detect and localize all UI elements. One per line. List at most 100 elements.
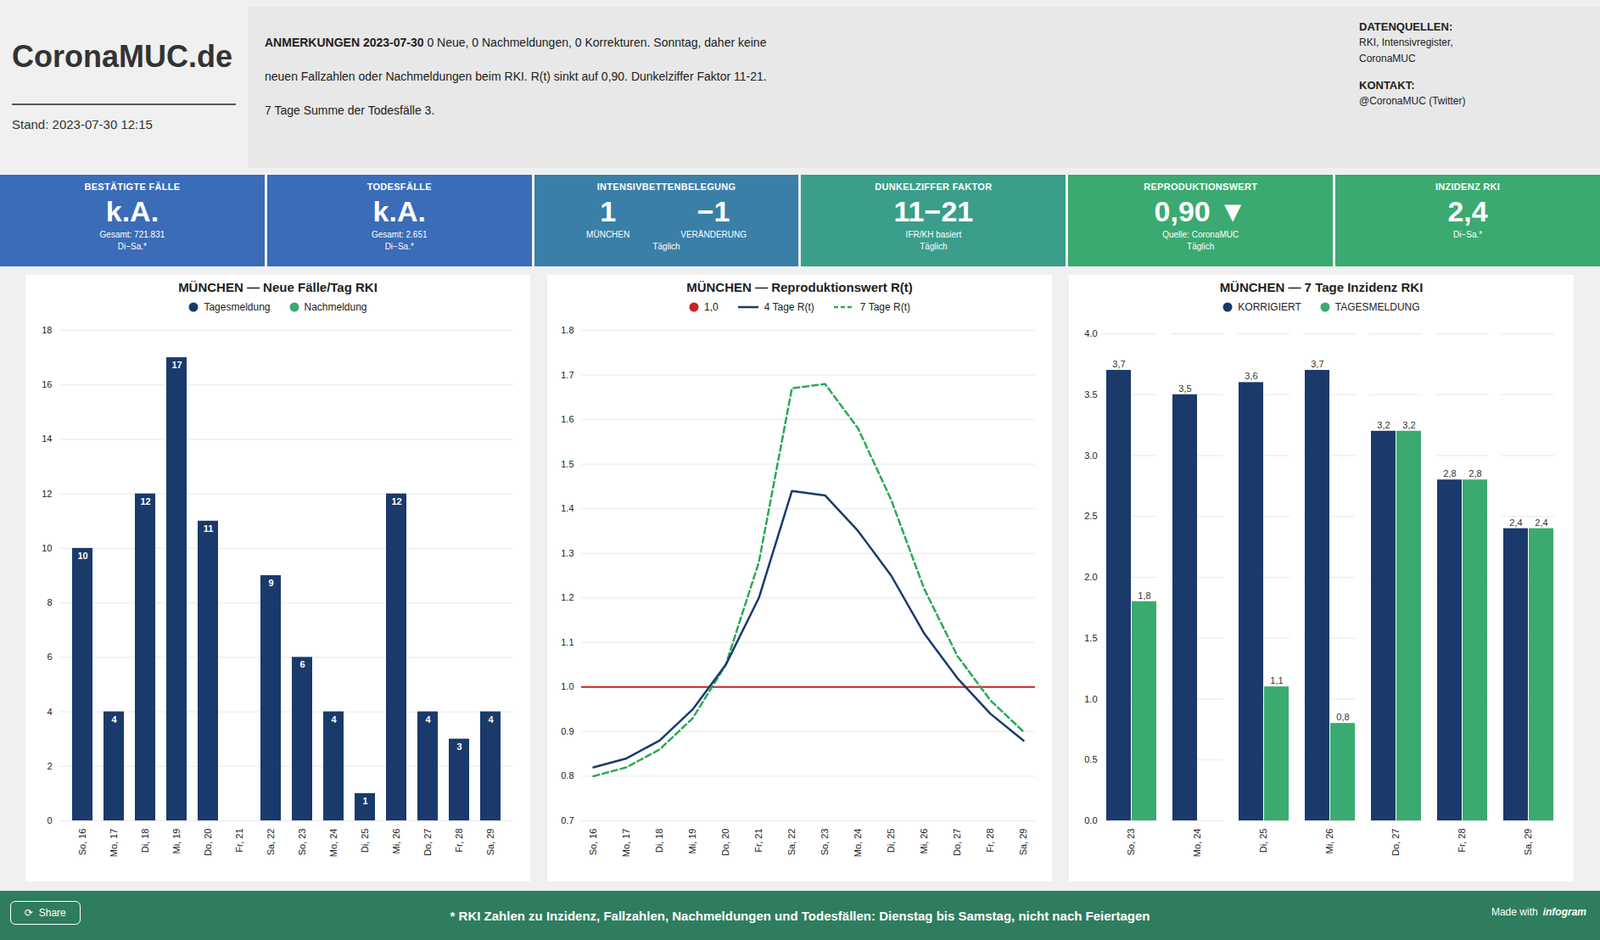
- svg-text:2,8: 2,8: [1468, 468, 1482, 479]
- svg-text:1.0: 1.0: [560, 681, 574, 692]
- svg-text:1.0: 1.0: [1084, 693, 1097, 705]
- html-text:2,4: 2,4: [1447, 195, 1488, 228]
- svg-text:Fr, 21: Fr, 21: [234, 828, 245, 853]
- html-text:k.A.: k.A.: [105, 195, 159, 228]
- svg-text:Mi, 26: Mi, 26: [918, 828, 929, 855]
- svg-text:Di, 18: Di, 18: [654, 828, 665, 854]
- svg-text:Sa, 29: Sa, 29: [1522, 828, 1533, 856]
- svg-text:Sa, 22: Sa, 22: [786, 828, 797, 856]
- svg-text:1.5: 1.5: [1084, 632, 1097, 644]
- svg-text:3.0: 3.0: [1084, 450, 1097, 461]
- svg-text:Mo, 24: Mo, 24: [1191, 828, 1203, 858]
- svg-text:Mi, 26: Mi, 26: [1324, 828, 1335, 855]
- svg-text:2,8: 2,8: [1443, 468, 1456, 479]
- svg-text:Sa, 29: Sa, 29: [1018, 828, 1029, 856]
- svg-text:4: 4: [425, 714, 431, 725]
- svg-text:Do, 27: Do, 27: [951, 828, 963, 856]
- svg-text:12: 12: [139, 496, 151, 507]
- svg-text:1.2: 1.2: [560, 592, 574, 603]
- svg-text:Di, 25: Di, 25: [359, 828, 370, 854]
- svg-text:3,2: 3,2: [1376, 419, 1390, 431]
- svg-text:3,7: 3,7: [1112, 358, 1125, 370]
- svg-text:12: 12: [41, 488, 52, 499]
- svg-text:Mo, 24: Mo, 24: [328, 828, 339, 858]
- svg-text:Fr, 28: Fr, 28: [453, 828, 465, 853]
- svg-text:14: 14: [41, 433, 52, 444]
- svg-text:0.5: 0.5: [1084, 754, 1097, 765]
- svg-text:3.5: 3.5: [1084, 389, 1097, 400]
- html-text:0,90 ▼: 0,90 ▼: [1154, 195, 1247, 228]
- svg-text:2,4: 2,4: [1509, 517, 1522, 528]
- svg-text:So, 23: So, 23: [1125, 828, 1136, 856]
- svg-text:So, 23: So, 23: [296, 828, 308, 856]
- svg-text:Mi, 26: Mi, 26: [391, 828, 402, 855]
- svg-text:0.7: 0.7: [560, 815, 574, 826]
- svg-text:Sa, 29: Sa, 29: [485, 828, 496, 856]
- svg-text:Sa, 22: Sa, 22: [265, 828, 276, 856]
- svg-text:4: 4: [330, 714, 337, 725]
- svg-text:So, 16: So, 16: [77, 828, 88, 856]
- svg-text:1,8: 1,8: [1137, 590, 1151, 601]
- svg-text:3,5: 3,5: [1178, 383, 1192, 394]
- html-text:1: 1: [599, 195, 616, 228]
- svg-text:2.0: 2.0: [1084, 571, 1097, 582]
- svg-text:3,7: 3,7: [1310, 358, 1324, 370]
- svg-text:4: 4: [111, 714, 118, 725]
- svg-text:Mi, 19: Mi, 19: [171, 828, 182, 855]
- svg-text:1.1: 1.1: [560, 637, 574, 648]
- svg-text:9: 9: [268, 577, 274, 588]
- svg-text:Di, 18: Di, 18: [139, 828, 151, 854]
- svg-text:0.0: 0.0: [1084, 815, 1097, 826]
- svg-text:10: 10: [77, 550, 88, 561]
- svg-text:2.5: 2.5: [1084, 510, 1097, 521]
- svg-text:Fr, 28: Fr, 28: [984, 828, 996, 853]
- svg-text:1.5: 1.5: [560, 458, 574, 470]
- svg-text:Do, 20: Do, 20: [720, 828, 731, 856]
- svg-text:Mo, 17: Mo, 17: [108, 828, 119, 858]
- svg-text:So, 16: So, 16: [587, 828, 599, 856]
- svg-text:2,4: 2,4: [1534, 517, 1548, 528]
- svg-text:3,6: 3,6: [1244, 370, 1258, 381]
- svg-text:18: 18: [41, 324, 52, 336]
- svg-text:Di, 25: Di, 25: [885, 828, 896, 854]
- svg-text:11: 11: [203, 523, 214, 534]
- svg-text:So, 23: So, 23: [819, 828, 830, 856]
- html-text:11−21: 11−21: [893, 195, 974, 228]
- html-text:−1: −1: [697, 195, 731, 228]
- svg-text:12: 12: [391, 496, 402, 507]
- svg-text:0.8: 0.8: [560, 770, 574, 781]
- svg-text:0,8: 0,8: [1336, 711, 1349, 722]
- svg-text:10: 10: [41, 542, 52, 554]
- html-text:k.A.: k.A.: [372, 195, 426, 228]
- svg-text:0: 0: [46, 815, 52, 826]
- svg-text:17: 17: [171, 359, 182, 370]
- svg-text:1: 1: [362, 795, 368, 806]
- svg-text:1.7: 1.7: [560, 369, 574, 381]
- svg-text:1.4: 1.4: [560, 503, 574, 514]
- svg-text:Fr, 28: Fr, 28: [1456, 828, 1467, 853]
- svg-text:16: 16: [41, 379, 52, 390]
- svg-text:Do, 27: Do, 27: [1390, 828, 1401, 856]
- svg-text:4.0: 4.0: [1084, 328, 1097, 339]
- svg-text:1,1: 1,1: [1269, 675, 1283, 686]
- svg-text:Do, 27: Do, 27: [422, 828, 433, 856]
- html-text:CoronaMUC.de: CoronaMUC.de: [11, 39, 233, 74]
- svg-text:Fr, 21: Fr, 21: [753, 828, 764, 853]
- svg-text:Do, 20: Do, 20: [202, 828, 213, 856]
- svg-text:Di, 25: Di, 25: [1258, 828, 1269, 854]
- svg-text:4: 4: [46, 706, 52, 717]
- svg-text:2: 2: [46, 760, 52, 772]
- svg-text:Mi, 19: Mi, 19: [687, 828, 698, 855]
- svg-text:1.6: 1.6: [560, 413, 574, 425]
- svg-text:1.3: 1.3: [560, 548, 574, 559]
- svg-text:Mo, 24: Mo, 24: [852, 828, 863, 858]
- svg-text:8: 8: [46, 597, 52, 608]
- svg-text:3,2: 3,2: [1402, 419, 1416, 431]
- svg-text:6: 6: [46, 651, 52, 662]
- svg-text:1.8: 1.8: [560, 324, 574, 336]
- svg-text:4: 4: [487, 714, 494, 725]
- svg-text:6: 6: [299, 659, 305, 670]
- svg-text:3: 3: [456, 741, 462, 752]
- svg-text:Mo, 17: Mo, 17: [620, 828, 632, 858]
- svg-text:0.9: 0.9: [560, 726, 574, 737]
